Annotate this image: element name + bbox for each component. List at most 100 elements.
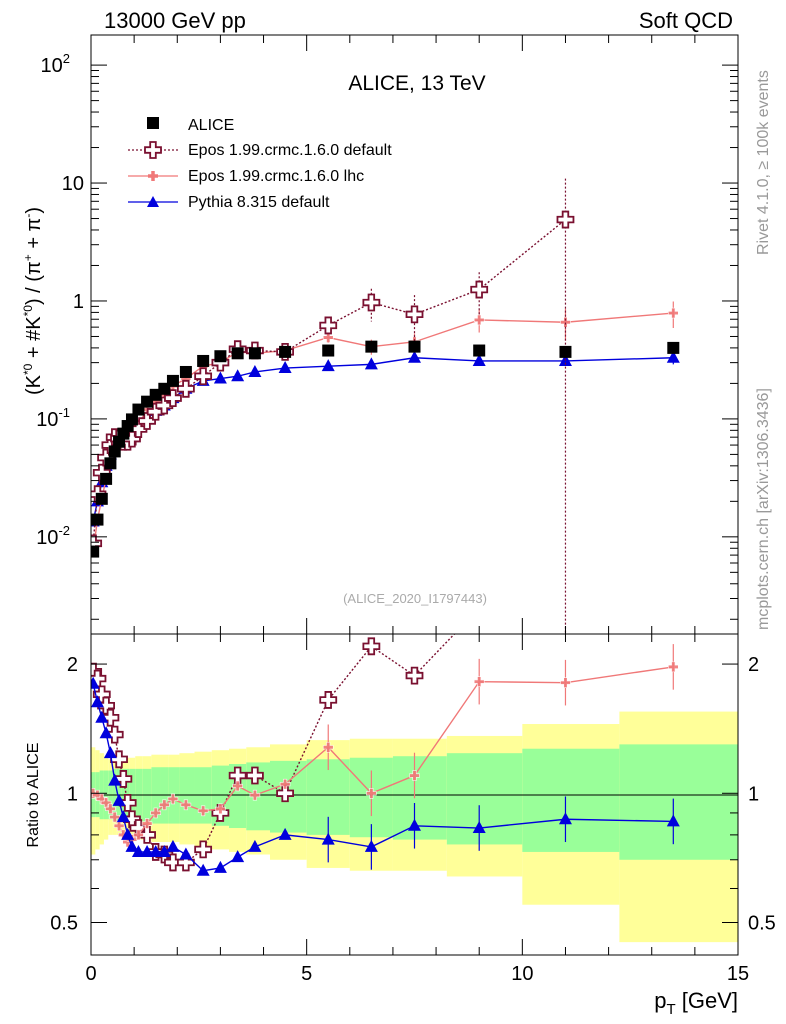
ratio-point-epos-1-99-crmc-1-6-0-default (164, 853, 182, 872)
ratio-point-epos-1-99-crmc-1-6-0-default (405, 666, 424, 685)
x-tick-label: 10 (511, 963, 533, 985)
point-alice (214, 350, 227, 363)
point-alice (104, 457, 117, 470)
ratio-point-epos-1-99-crmc-1-6-0-lhc (109, 811, 121, 823)
point-alice (166, 374, 179, 387)
point-alice (197, 354, 210, 367)
ratio-point-epos-1-99-crmc-1-6-0-lhc (159, 799, 170, 811)
legend-label-epos-lhc: Epos 1.99.crmc.1.6.0 lhc (188, 168, 364, 185)
ratio-point-epos-1-99-crmc-1-6-0-lhc (232, 780, 243, 792)
ratio-point-pythia-8-315-default (140, 844, 154, 857)
ratio-tick-label: 0.5 (50, 912, 78, 934)
legend-item-pythia: Pythia 8.315 default (128, 194, 330, 211)
ratio-tick-label: 1 (67, 783, 78, 805)
ratio-point-epos-1-99-crmc-1-6-0-lhc (279, 778, 291, 790)
point-epos-1-99-crmc-1-6-0-default (362, 293, 381, 312)
chart-title: ALICE, 13 TeV (348, 72, 485, 95)
ratio-point-pythia-8-315-default (149, 844, 163, 857)
point-epos-1-99-crmc-1-6-0-lhc (560, 316, 571, 328)
y-axis-title: (K*0 + #K*0) / (π+ + π-) (21, 207, 45, 395)
point-epos-1-99-crmc-1-6-0-default (176, 379, 195, 398)
legend-marker-pythia (147, 196, 159, 207)
ratio-point-pythia-8-315-default (108, 773, 122, 786)
legend-marker-alice (147, 117, 159, 129)
ratio-point-epos-1-99-crmc-1-6-0-default (194, 840, 213, 859)
ratio-point-pythia-8-315-default (131, 844, 145, 857)
ratio-point-pythia-8-315-default (91, 676, 100, 689)
ratio-frame (90, 633, 739, 956)
band-stat (229, 764, 247, 829)
ratio-point-pythia-8-315-default (364, 839, 378, 852)
ratio-point-pythia-8-315-default (95, 710, 109, 723)
category-label: Soft QCD (639, 8, 733, 33)
ratio-panel (90, 633, 739, 956)
ratio-point-pythia-8-315-default (166, 839, 180, 852)
series-line-epos-1-99-crmc-1-6-0-lhc (92, 312, 674, 552)
analysis-tag: (ALICE_2020_I1797443) (343, 591, 487, 606)
y-tick-label: 1 (73, 291, 84, 313)
ratio-point-pythia-8-315-default (157, 844, 171, 857)
ratio-point-pythia-8-315-default (231, 850, 245, 863)
ratio-point-pythia-8-315-default (99, 726, 113, 739)
ratio-point-pythia-8-315-default (196, 863, 210, 876)
point-epos-1-99-crmc-1-6-0-lhc (473, 314, 485, 326)
ratio-point-epos-1-99-crmc-1-6-0-lhc (197, 805, 209, 817)
ratio-tick-label-right: 1 (748, 783, 759, 805)
point-alice (108, 445, 121, 458)
ratio-point-pythia-8-315-default (408, 818, 421, 831)
point-alice (365, 340, 378, 353)
ratio-point-epos-1-99-crmc-1-6-0-default (319, 691, 338, 709)
y-tick-label: 102 (41, 51, 70, 77)
point-epos-1-99-crmc-1-6-0-default (405, 305, 424, 324)
ratio-point-epos-1-99-crmc-1-6-0-lhc (105, 803, 116, 815)
point-alice (179, 365, 192, 378)
ratio-point-pythia-8-315-default (125, 839, 139, 852)
ratio-point-pythia-8-315-default (278, 827, 292, 840)
point-pythia-8-315-default (666, 350, 680, 363)
y-tick-label: 10 (62, 173, 84, 195)
point-epos-1-99-crmc-1-6-0-lhc (322, 332, 334, 343)
ratio-point-epos-1-99-crmc-1-6-0-default (246, 766, 264, 785)
ratio-point-pythia-8-315-default (116, 810, 130, 823)
point-epos-1-99-crmc-1-6-0-default (319, 316, 338, 335)
x-tick-label: 5 (301, 963, 312, 985)
ratio-point-epos-1-99-crmc-1-6-0-default (362, 637, 381, 656)
ratio-point-epos-1-99-crmc-1-6-0-lhc (180, 799, 192, 811)
point-pythia-8-315-default (408, 350, 421, 363)
ratio-point-epos-1-99-crmc-1-6-0-lhc (215, 803, 226, 815)
rivet-label: Rivet 4.1.0, ≥ 100k events (755, 70, 772, 255)
ratio-point-epos-1-99-crmc-1-6-0-default (228, 766, 247, 785)
ratio-point-pythia-8-315-default (248, 839, 262, 852)
ratio-point-pythia-8-315-default (103, 746, 117, 759)
ratio-point-epos-1-99-crmc-1-6-0-lhc (167, 793, 179, 805)
legend-item-epos-lhc: Epos 1.99.crmc.1.6.0 lhc (128, 168, 364, 185)
ratio-point-pythia-8-315-default (179, 847, 193, 860)
ratio-point-pythia-8-315-default (558, 812, 572, 825)
point-pythia-8-315-default (248, 364, 262, 377)
ratio-axis-title: Ratio to ALICE (25, 743, 42, 848)
point-alice (279, 345, 292, 358)
ratio-point-epos-1-99-crmc-1-6-0-lhc (249, 789, 261, 801)
ratio-point-pythia-8-315-default (112, 793, 126, 806)
ratio-tick-label-right: 0.5 (748, 912, 776, 934)
point-pythia-8-315-default (321, 359, 335, 372)
point-alice (231, 347, 244, 360)
ratio-point-pythia-8-315-default (472, 821, 486, 834)
point-alice (322, 344, 335, 357)
point-pythia-8-315-default (278, 361, 292, 374)
point-pythia-8-315-default (472, 353, 486, 366)
ratio-point-pythia-8-315-default (91, 695, 104, 708)
band-stat (619, 744, 738, 860)
ratio-point-pythia-8-315-default (666, 814, 680, 827)
point-epos-1-99-crmc-1-6-0-default (138, 412, 156, 430)
series-line-epos-1-99-crmc-1-6-0-default (92, 219, 566, 544)
point-pythia-8-315-default (213, 371, 227, 384)
legend-label-alice: ALICE (188, 117, 234, 134)
point-epos-1-99-crmc-1-6-0-default (470, 280, 489, 299)
band-stat (522, 748, 620, 852)
x-tick-label: 15 (727, 963, 749, 985)
ratio-point-epos-1-99-crmc-1-6-0-lhc (150, 807, 161, 819)
ratio-tick-label: 2 (67, 654, 78, 676)
point-alice (95, 492, 108, 505)
point-alice (248, 347, 261, 360)
